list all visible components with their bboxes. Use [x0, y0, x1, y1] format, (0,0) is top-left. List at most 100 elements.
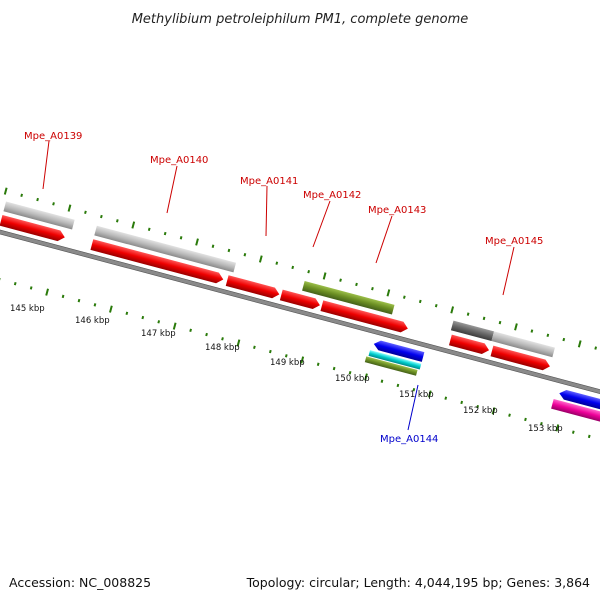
- minor-tick: [587, 434, 591, 439]
- gene-mpe-a0144-cds[interactable]: [373, 339, 425, 362]
- minor-tick: [227, 248, 231, 253]
- genome-summary-label: Topology: circular; Length: 4,044,195 bp…: [246, 575, 590, 590]
- minor-tick: [396, 383, 400, 388]
- gene-label-leaders: [42, 140, 515, 431]
- minor-tick: [269, 349, 272, 354]
- minor-tick: [482, 316, 486, 321]
- minor-tick: [524, 417, 527, 422]
- gene-mpe-a0143-cds[interactable]: [320, 300, 409, 334]
- genome-backbone: [0, 224, 600, 410]
- tick-label: 146 kbp: [75, 316, 110, 326]
- leader-mpe-a0140: [166, 165, 178, 214]
- gene-label-mpe-a0145[interactable]: Mpe_A0145: [485, 236, 543, 247]
- minor-tick: [125, 311, 129, 316]
- minor-tick: [141, 315, 145, 320]
- gene-mpe-a0140-feature[interactable]: [94, 225, 237, 273]
- major-tick: [322, 272, 327, 280]
- gene-label-mpe-a0143[interactable]: Mpe_A0143: [368, 205, 426, 216]
- gene-label-mpe-a0142[interactable]: Mpe_A0142: [303, 190, 361, 201]
- gene-next-reverse-feature[interactable]: [551, 398, 600, 425]
- minor-tick: [84, 210, 87, 215]
- minor-tick: [332, 366, 336, 371]
- major-tick: [491, 407, 496, 415]
- gene-mpe-a0145a-cds[interactable]: [448, 334, 490, 356]
- gene-label-mpe-a0140[interactable]: Mpe_A0140: [150, 155, 208, 166]
- minor-tick: [402, 295, 406, 299]
- gene-mpe-a0143-feature[interactable]: [302, 280, 395, 315]
- tick-label: 145 kbp: [10, 304, 45, 314]
- minor-tick: [0, 277, 1, 282]
- major-tick: [514, 323, 518, 331]
- upper-tick-row: [3, 187, 598, 350]
- minor-tick: [115, 219, 119, 223]
- minor-tick: [163, 231, 167, 236]
- tick-label: 149 kbp: [270, 358, 305, 368]
- leader-mpe-a0141: [265, 185, 268, 237]
- minor-tick: [36, 197, 39, 202]
- gene-mpe-a0139-cds[interactable]: [0, 215, 66, 243]
- minor-tick: [20, 193, 24, 198]
- leader-mpe-a0145: [502, 246, 515, 296]
- gene-mpe-a0141-cds[interactable]: [225, 275, 281, 300]
- tick-label: 148 kbp: [205, 343, 240, 353]
- minor-tick: [594, 346, 598, 350]
- minor-tick: [571, 430, 575, 434]
- leader-mpe-a0143: [375, 215, 393, 264]
- minor-tick: [530, 329, 534, 333]
- accession-label: Accession: NC_008825: [9, 575, 151, 590]
- minor-tick: [284, 354, 288, 358]
- major-tick: [45, 288, 49, 296]
- gene-label-mpe-a0144[interactable]: Mpe_A0144: [380, 434, 438, 445]
- gene-mpe-a0139-feature[interactable]: [3, 201, 75, 230]
- minor-tick: [498, 320, 502, 325]
- minor-tick: [380, 379, 384, 383]
- minor-tick: [189, 328, 192, 333]
- minor-tick: [348, 371, 352, 375]
- major-tick: [386, 289, 391, 297]
- minor-tick: [100, 214, 103, 219]
- minor-tick: [77, 298, 81, 303]
- minor-tick: [412, 388, 416, 392]
- minor-tick: [93, 303, 97, 307]
- gene-labels: Mpe_A0139 Mpe_A0140 Mpe_A0141 Mpe_A0142 …: [24, 131, 543, 445]
- minor-tick: [147, 227, 151, 231]
- major-tick: [258, 255, 263, 263]
- major-tick: [364, 373, 368, 381]
- gene-mpe-a0145-feature[interactable]: [491, 331, 555, 358]
- tick-label: 150 kbp: [335, 374, 370, 384]
- gene-label-mpe-a0141[interactable]: Mpe_A0141: [240, 176, 298, 187]
- minor-tick: [29, 286, 33, 290]
- major-tick: [577, 340, 582, 348]
- gene-mpe-a0144-feature-olive[interactable]: [364, 356, 418, 376]
- minor-tick: [546, 333, 550, 338]
- leader-mpe-a0142: [312, 200, 331, 248]
- gene-mpe-a0144-feature-cyan[interactable]: [368, 350, 422, 370]
- gene-label-mpe-a0139[interactable]: Mpe_A0139: [24, 131, 82, 142]
- major-tick: [67, 204, 72, 212]
- tick-label: 147 kbp: [141, 329, 176, 339]
- gene-mpe-a0145-cds[interactable]: [490, 345, 552, 372]
- minor-tick: [508, 413, 511, 417]
- major-tick: [109, 305, 113, 313]
- minor-tick: [460, 400, 464, 405]
- major-tick: [236, 339, 241, 347]
- major-tick: [450, 306, 455, 314]
- minor-tick: [291, 265, 295, 270]
- gene-mpe-a0145-dark-feature[interactable]: [450, 320, 495, 342]
- minor-tick: [253, 345, 256, 350]
- gene-mpe-a0142-cds[interactable]: [279, 289, 321, 311]
- minor-tick: [52, 202, 55, 206]
- leader-mpe-a0144: [407, 384, 419, 431]
- major-tick: [131, 221, 136, 229]
- major-tick: [195, 238, 199, 246]
- gene-next-reverse-cds[interactable]: [558, 388, 600, 413]
- minor-tick: [371, 286, 374, 291]
- minor-tick: [243, 253, 247, 257]
- major-tick: [3, 187, 8, 195]
- major-tick: [300, 356, 305, 364]
- major-tick: [427, 390, 432, 398]
- gene-mpe-a0140-cds[interactable]: [90, 239, 224, 285]
- minor-tick: [562, 337, 566, 342]
- tick-label: 151 kbp: [399, 390, 434, 400]
